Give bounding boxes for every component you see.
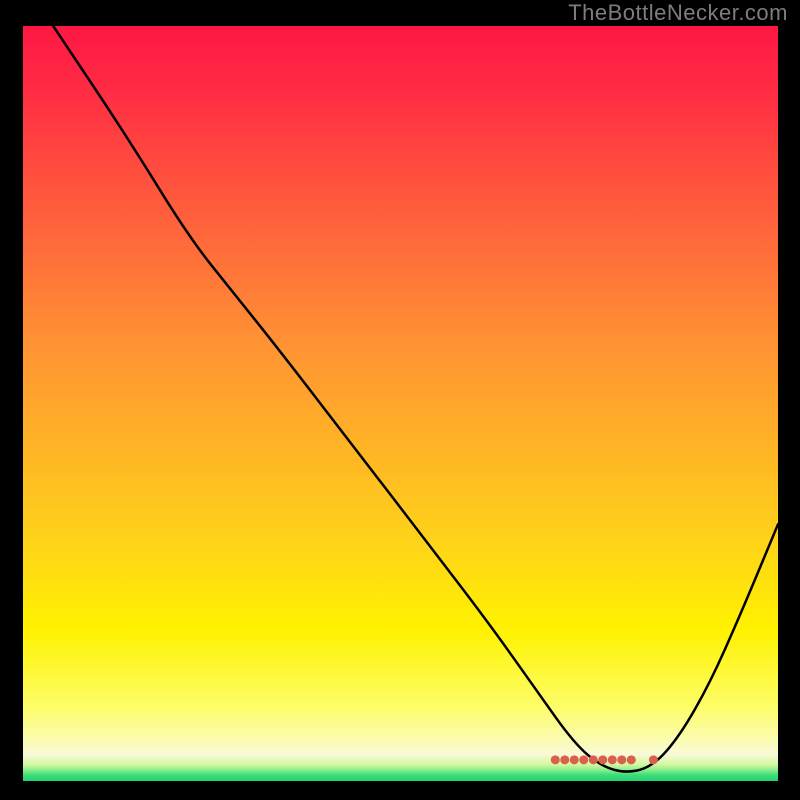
- gradient-background: [23, 26, 778, 781]
- chart-stage: TheBottleNecker.com: [0, 0, 800, 800]
- plot-area: [23, 26, 778, 781]
- watermark-text: TheBottleNecker.com: [568, 0, 788, 26]
- plot-svg: [23, 26, 778, 781]
